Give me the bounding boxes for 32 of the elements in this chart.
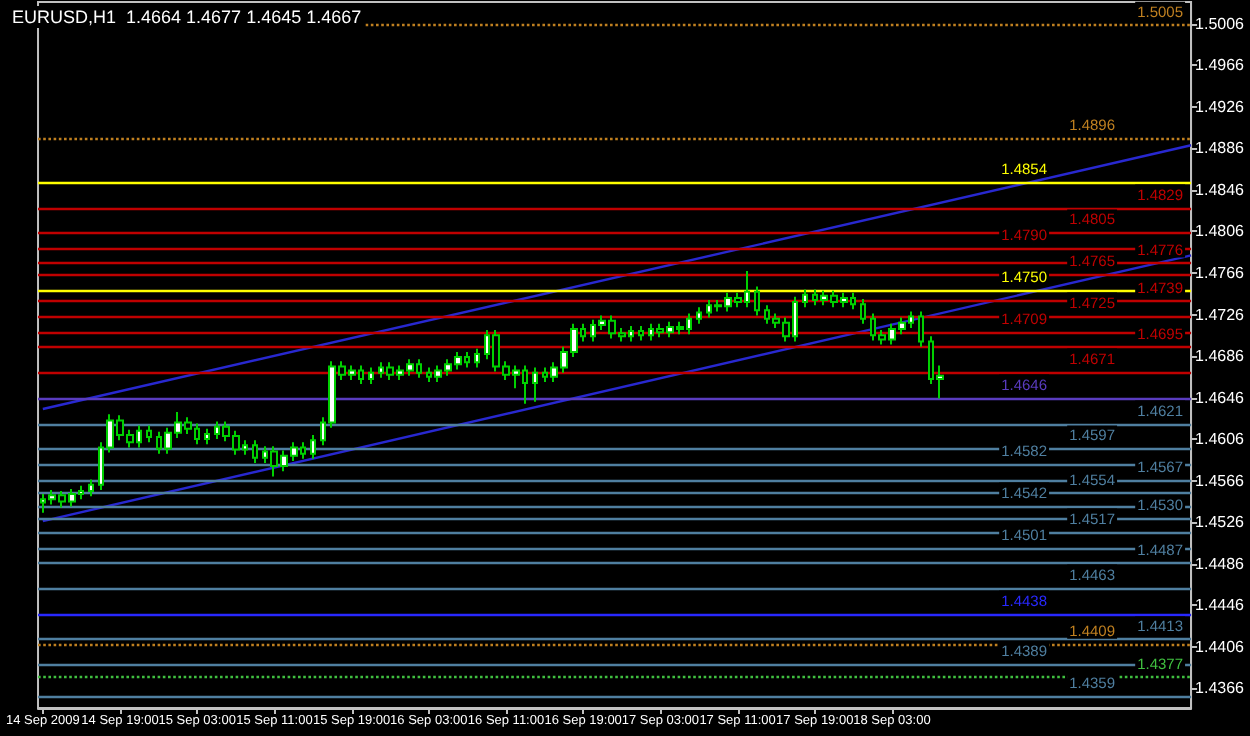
candlestick	[252, 439, 258, 464]
y-tick-label: 1.4606	[1195, 430, 1246, 449]
y-tick-label: 1.4726	[1195, 305, 1246, 324]
candlestick	[754, 285, 760, 317]
y-tick-label: 1.4646	[1195, 388, 1246, 407]
y-tick-label: 1.4406	[1195, 637, 1246, 656]
candlestick	[310, 433, 316, 460]
chart-title: EURUSD,H1 1.4664 1.4677 1.4645 1.4667	[12, 7, 362, 27]
candlestick	[532, 366, 538, 403]
y-tick-label: 1.4686	[1195, 347, 1246, 366]
candlestick	[696, 306, 702, 325]
candlestick	[204, 427, 210, 446]
candlestick	[638, 324, 644, 342]
y-tick-label: 1.4486	[1195, 554, 1246, 573]
candlestick	[802, 288, 808, 309]
y-tick-label: 1.4526	[1195, 513, 1246, 532]
y-tick-label: 1.4806	[1195, 222, 1246, 241]
y-tick-label: 1.4846	[1195, 180, 1246, 199]
y-tick-label: 1.4366	[1195, 679, 1246, 698]
y-tick-label: 1.4966	[1195, 56, 1246, 75]
y-tick-label: 1.4566	[1195, 471, 1246, 490]
candlestick	[918, 310, 924, 348]
y-tick-label: 1.5006	[1195, 14, 1246, 33]
candlestick	[368, 366, 374, 386]
candlestick	[88, 478, 94, 498]
candlestick	[146, 424, 152, 444]
y-tick-label: 1.4886	[1195, 139, 1246, 158]
candlestick	[474, 347, 480, 369]
y-tick-label: 1.4446	[1195, 596, 1246, 615]
candlestick	[860, 297, 866, 325]
y-tick-label: 1.4766	[1195, 263, 1246, 282]
y-tick-label: 1.4926	[1195, 97, 1246, 116]
